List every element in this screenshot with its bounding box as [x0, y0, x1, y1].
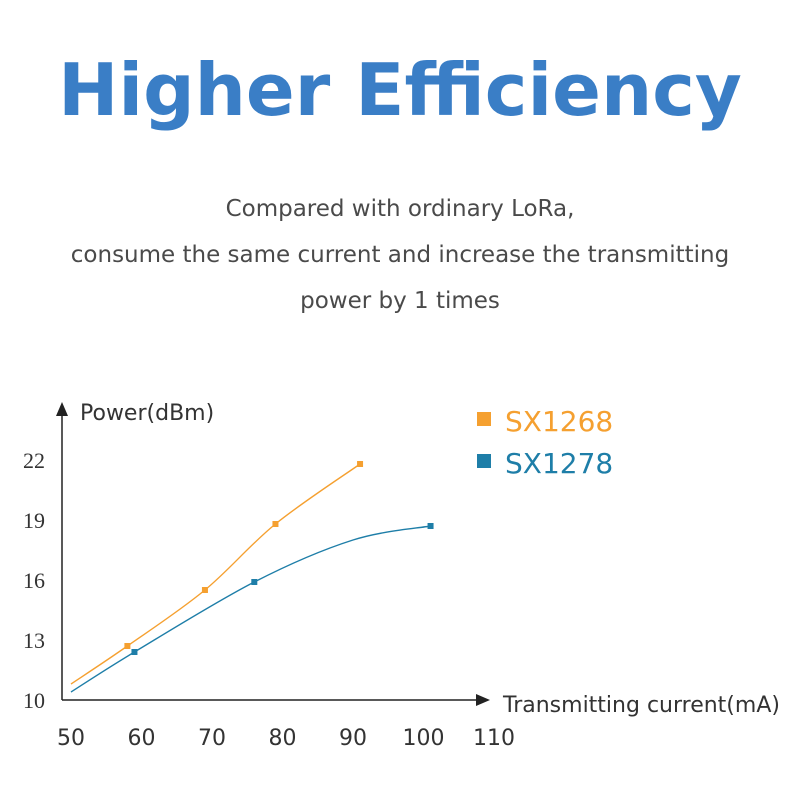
- series-line-sx1278: [70, 525, 431, 693]
- legend-marker-sx1268: [477, 412, 491, 426]
- legend-marker-sx1278: [477, 454, 491, 468]
- x-axis-arrow: [476, 694, 490, 706]
- x-tick-label: 100: [403, 726, 445, 751]
- y-tick-label: 19: [23, 508, 45, 533]
- chart-legend: SX1268 SX1278: [477, 405, 613, 480]
- y-axis-label: Power(dBm): [80, 401, 214, 426]
- y-tick-label: 22: [23, 448, 45, 473]
- y-tick-label: 10: [23, 688, 45, 713]
- series-line-sx1268: [70, 463, 361, 685]
- x-tick-label: 70: [198, 726, 226, 751]
- legend-label-sx1268: SX1268: [505, 405, 613, 438]
- data-point-sx1268: [272, 521, 279, 527]
- chart-ticks: 50 60 70 80 90 100 110 10 13 16 19 22: [23, 448, 515, 751]
- data-point-sx1268: [201, 587, 208, 593]
- x-tick-label: 110: [473, 726, 515, 751]
- legend-label-sx1278: SX1278: [505, 447, 613, 480]
- y-tick-label: 13: [23, 628, 45, 653]
- subtitle: Compared with ordinary LoRa, consume the…: [0, 186, 800, 324]
- chart-axes: Power(dBm) Transmitting current(mA): [56, 401, 780, 718]
- x-axis-label: Transmitting current(mA): [502, 693, 780, 718]
- subtitle-line-3: power by 1 times: [300, 288, 500, 314]
- data-point-sx1278: [131, 649, 138, 655]
- data-point-sx1278: [427, 523, 434, 529]
- y-tick-label: 16: [23, 568, 45, 593]
- subtitle-line-1: Compared with ordinary LoRa,: [225, 196, 575, 222]
- x-tick-label: 90: [339, 726, 367, 751]
- subtitle-line-2: consume the same current and increase th…: [70, 242, 730, 268]
- x-tick-label: 50: [57, 726, 85, 751]
- page-title: Higher Efficiency: [58, 48, 742, 132]
- data-point-sx1278: [251, 579, 258, 585]
- data-point-sx1268: [357, 461, 364, 467]
- y-axis-arrow: [56, 402, 68, 416]
- data-point-sx1268: [124, 643, 131, 649]
- x-tick-label: 60: [128, 726, 156, 751]
- x-tick-label: 80: [269, 726, 297, 751]
- chart-series: [70, 461, 434, 693]
